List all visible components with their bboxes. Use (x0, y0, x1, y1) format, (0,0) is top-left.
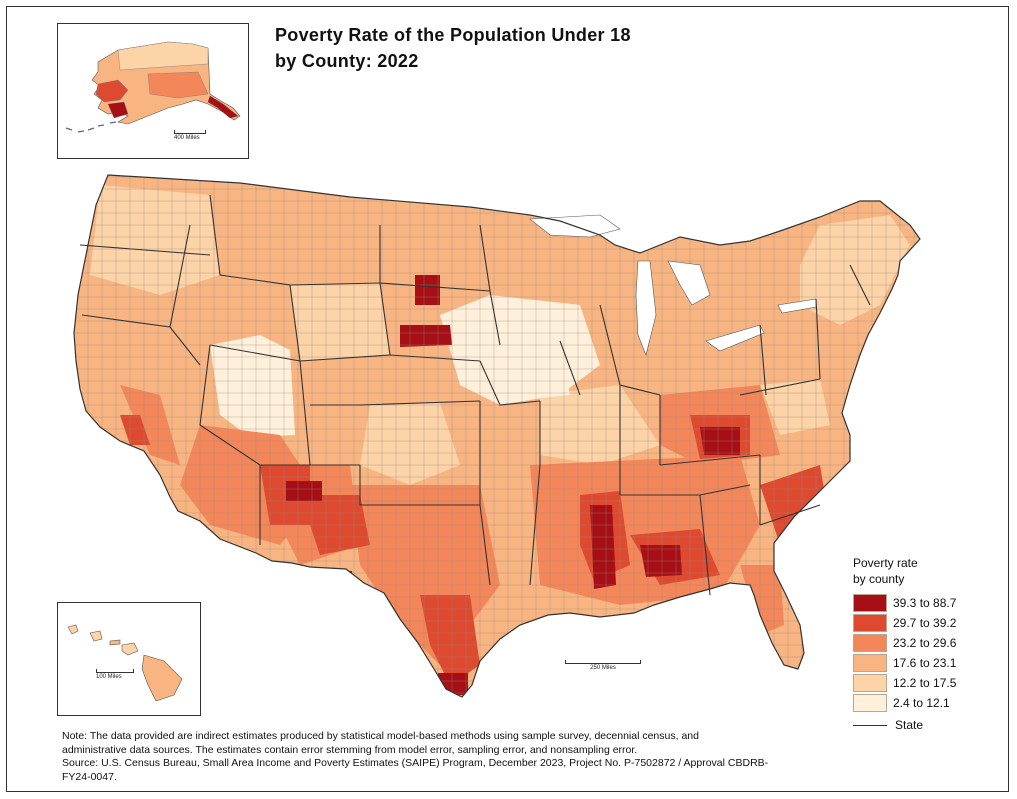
note-line-2: administrative data sources. The estimat… (62, 743, 638, 756)
legend-classes: 39.3 to 88.7 29.7 to 39.2 23.2 to 29.6 17.6… (853, 593, 1003, 713)
map-title: Poverty Rate of the Population Under 18 … (275, 22, 631, 74)
hawaii-inset: 100 Miles (57, 602, 201, 716)
legend-class-label: 17.6 to 23.1 (893, 656, 957, 670)
legend-swatch (853, 654, 887, 672)
legend-class-label: 29.7 to 39.2 (893, 616, 957, 630)
state-boundaries (79, 194, 871, 596)
legend-class-label: 12.2 to 17.5 (893, 676, 957, 690)
note-line-1: Note: The data provided are indirect est… (62, 730, 699, 742)
legend-state-row: State (853, 715, 1003, 735)
legend-swatch (853, 594, 887, 612)
legend-class-row: 23.2 to 29.6 (853, 633, 1003, 653)
hawaii-scale-bar: 100 Miles (96, 669, 134, 680)
contiguous-us-map (73, 174, 921, 698)
kauai-island (67, 624, 79, 635)
hawaii-scale-label: 100 Miles (96, 674, 122, 680)
alaska-interior (147, 71, 209, 99)
alaska-map (65, 41, 241, 133)
alaska-scale-label: 400 Miles (174, 135, 200, 141)
alaska-scale-bar: 400 Miles (174, 130, 206, 141)
alaska-panhandle (207, 95, 239, 119)
map-notes: Note: The data provided are indirect est… (62, 730, 832, 784)
county-class-regions (74, 175, 920, 697)
aleutian-islands (65, 121, 117, 133)
main-scale-label: 250 Miles (590, 665, 616, 671)
map-legend: Poverty rate by county 39.3 to 88.7 29.7 … (853, 555, 1003, 735)
legend-class-row: 39.3 to 88.7 (853, 593, 1003, 613)
oahu-island (89, 630, 103, 642)
lake-michigan (635, 260, 657, 356)
legend-title-line-1: Poverty rate (853, 556, 918, 570)
legend-swatch (853, 674, 887, 692)
legend-class-label: 23.2 to 29.6 (893, 636, 957, 650)
county-boundaries (74, 175, 920, 697)
legend-swatch (853, 614, 887, 632)
legend-class-label: 2.4 to 12.1 (893, 696, 950, 710)
legend-state-line (853, 724, 887, 726)
legend-title: Poverty rate by county (853, 555, 1003, 587)
legend-state-label: State (895, 718, 924, 732)
molokai-island (109, 639, 121, 646)
hawaii-map (67, 624, 183, 702)
maui-island (121, 642, 139, 656)
main-scale-bar: 250 Miles (565, 660, 641, 671)
legend-class-row: 12.2 to 17.5 (853, 673, 1003, 693)
alaska-southwest-high (107, 101, 129, 119)
title-line-2: by County: 2022 (275, 51, 419, 71)
alaska-north-slope (117, 41, 209, 71)
source-line-1: Source: U.S. Census Bureau, Small Area I… (62, 757, 769, 769)
legend-class-row: 29.7 to 39.2 (853, 613, 1003, 633)
legend-class-row: 2.4 to 12.1 (853, 693, 1003, 713)
big-island (141, 654, 183, 702)
legend-swatch (853, 634, 887, 652)
alaska-west-high (95, 79, 129, 103)
region-highest-west-texas (330, 571, 352, 595)
alaska-inset: 400 Miles (57, 23, 249, 159)
legend-class-label: 39.3 to 88.7 (893, 596, 957, 610)
lake-erie (705, 324, 765, 352)
lake-huron (667, 260, 711, 306)
legend-class-row: 17.6 to 23.1 (853, 653, 1003, 673)
legend-title-line-2: by county (853, 572, 905, 586)
title-line-1: Poverty Rate of the Population Under 18 (275, 25, 631, 45)
source-line-2: FY24-0047. (62, 770, 117, 783)
legend-swatch (853, 694, 887, 712)
